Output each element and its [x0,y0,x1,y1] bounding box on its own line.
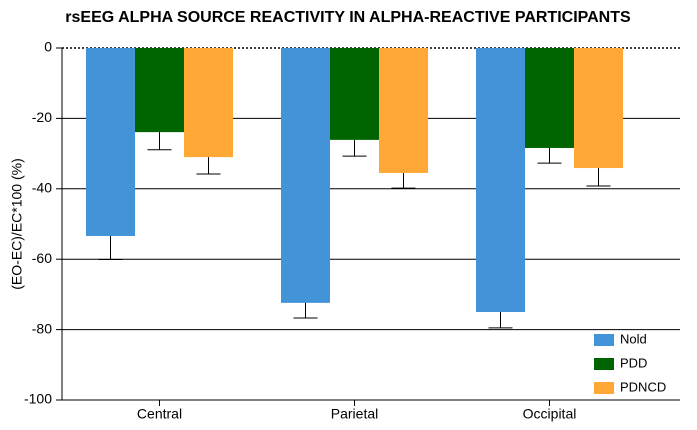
error-bar [391,172,416,189]
bar [86,48,135,236]
error-bar [147,132,172,151]
error-bar [586,168,611,187]
bar [281,48,330,303]
chart-title: rsEEG ALPHA SOURCE REACTIVITY IN ALPHA-R… [65,9,631,26]
error-bar [98,235,123,261]
legend-label: Nold [620,331,647,346]
bar [525,48,574,148]
y-tick-label: -100 [24,391,52,407]
legend-swatch [594,382,614,394]
bar [379,48,428,173]
bar [135,48,184,133]
bar [476,48,525,312]
legend-swatch [594,358,614,370]
y-tick-label: -60 [32,250,52,266]
x-tick-label: Occipital [523,406,577,422]
y-tick-label: -40 [32,180,52,196]
x-tick-label: Central [137,406,182,422]
y-tick-label: 0 [44,39,52,55]
legend-swatch [594,334,614,346]
y-tick-label: -20 [32,109,52,125]
error-bar [488,312,513,329]
legend-label: PDD [620,355,647,370]
y-axis-label: (EO-EC)/EC*100 (%) [9,158,25,289]
legend-label: PDNCD [620,379,666,394]
bar [330,48,379,140]
x-tick-label: Parietal [331,406,378,422]
error-bar [342,139,367,157]
error-bar [196,157,221,175]
y-tick-label: -80 [32,320,52,336]
error-bar [293,302,318,319]
bar [574,48,623,169]
error-bar [537,147,562,164]
bar [184,48,233,158]
